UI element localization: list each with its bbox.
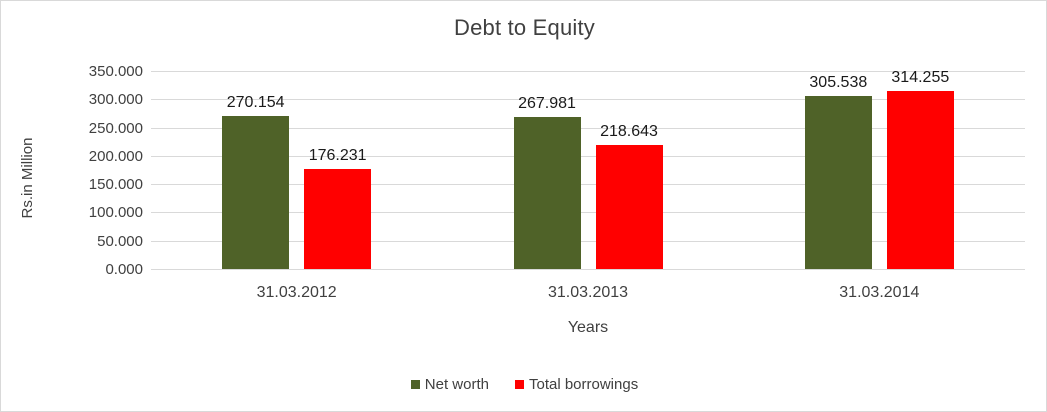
gridline bbox=[151, 99, 1025, 101]
gridline bbox=[151, 155, 1025, 157]
chart-title: Debt to Equity bbox=[454, 15, 595, 40]
legend-swatch-icon bbox=[514, 380, 524, 389]
x-axis-title: Years bbox=[567, 319, 609, 336]
y-axis-tick-labels: 350.000 300.000 250.000 200.000 150.000 100.0… bbox=[51, 64, 143, 277]
gridline bbox=[151, 212, 1025, 214]
chart-legend: Net worth Total borrowings bbox=[1, 376, 1046, 393]
x-axis-category-label: 31.03.2012 bbox=[256, 284, 337, 301]
plot-area: 270.154 176.231 267.981 218.643 305.538 314.2… bbox=[151, 69, 1025, 270]
bar-value-label: 314.255 bbox=[891, 69, 950, 87]
legend-swatch-icon bbox=[410, 380, 420, 389]
y-axis-tick-label: 300.000 bbox=[88, 91, 143, 109]
bar-networth[interactable] bbox=[222, 116, 290, 269]
legend-item[interactable]: Net worth bbox=[410, 376, 489, 393]
bar-borrowings[interactable] bbox=[304, 169, 372, 269]
bar-networth[interactable] bbox=[804, 96, 872, 269]
gridline bbox=[151, 269, 1025, 270]
y-axis-tick-label: 350.000 bbox=[88, 63, 143, 80]
y-axis-tick-label: 50.000 bbox=[97, 232, 143, 250]
x-axis-category-label: 31.03.2013 bbox=[547, 284, 629, 301]
y-axis-tick-label: 200.000 bbox=[88, 147, 143, 165]
gridline bbox=[151, 127, 1025, 129]
legend-label: Total borrowings bbox=[528, 376, 639, 393]
x-axis-category-label: 31.03.2014 bbox=[839, 284, 920, 301]
gridline bbox=[151, 184, 1025, 186]
bar-value-label: 267.981 bbox=[518, 95, 576, 113]
bar-networth[interactable] bbox=[513, 117, 581, 269]
gridline bbox=[151, 71, 1025, 72]
y-axis-tick-label: 250.000 bbox=[88, 119, 143, 137]
bar-borrowings[interactable] bbox=[595, 145, 663, 269]
legend-label: Net worth bbox=[424, 376, 489, 393]
legend-item[interactable]: Total borrowings bbox=[514, 376, 639, 393]
bar-value-label: 270.154 bbox=[226, 94, 285, 112]
y-axis-title: Rs.in Million bbox=[19, 137, 36, 219]
bar-value-label: 176.231 bbox=[308, 147, 367, 165]
bar-value-label: 218.643 bbox=[600, 123, 658, 141]
y-axis-tick-label: 0.000 bbox=[105, 261, 143, 278]
bar-borrowings[interactable] bbox=[886, 91, 954, 269]
y-axis-tick-label: 150.000 bbox=[88, 176, 143, 194]
y-axis-tick-label: 100.000 bbox=[88, 204, 143, 222]
gridline bbox=[151, 240, 1025, 242]
bar-value-label: 305.538 bbox=[809, 74, 868, 92]
